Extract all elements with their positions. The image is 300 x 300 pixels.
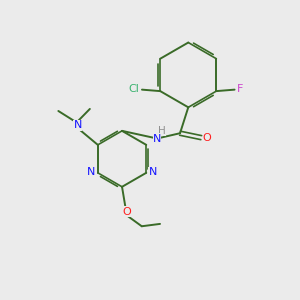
Text: Cl: Cl xyxy=(129,84,140,94)
Text: N: N xyxy=(87,167,95,177)
Text: H: H xyxy=(158,126,166,136)
Text: N: N xyxy=(148,167,157,177)
Text: O: O xyxy=(203,133,212,142)
Text: N: N xyxy=(74,120,82,130)
Text: F: F xyxy=(236,84,243,94)
Text: O: O xyxy=(122,206,131,217)
Text: N: N xyxy=(153,134,161,143)
